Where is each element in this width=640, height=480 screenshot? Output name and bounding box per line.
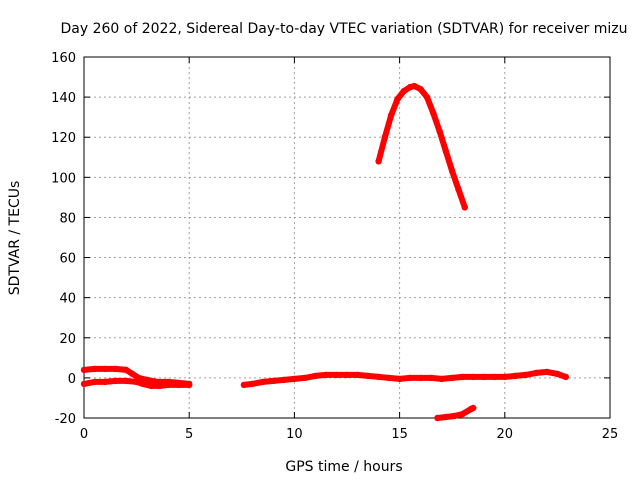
data-point — [470, 404, 477, 412]
data-point — [543, 368, 551, 376]
data-point — [122, 366, 130, 374]
data-point — [459, 373, 466, 381]
data-point — [423, 93, 431, 101]
data-point — [461, 204, 468, 211]
data-point — [434, 414, 441, 422]
data-point — [375, 158, 382, 165]
data-point — [400, 87, 407, 95]
data-point — [312, 372, 319, 380]
data-point — [396, 375, 403, 383]
tick-layer: 0 5 10 15 20 25 -20 0 20 40 60 80 100 120 140 160 — [51, 51, 618, 442]
data-point — [491, 373, 498, 381]
y-tick-label: 100 — [51, 171, 76, 186]
data-point — [322, 371, 330, 379]
data-point — [459, 410, 466, 418]
data-point — [280, 376, 288, 384]
data-point — [381, 134, 389, 141]
data-point — [354, 371, 361, 379]
data-point — [249, 380, 256, 388]
data-point — [449, 168, 456, 175]
data-point — [451, 412, 458, 420]
data-point — [522, 371, 529, 379]
series-layer — [80, 82, 569, 422]
data-point — [240, 381, 248, 389]
y-tick-label: 120 — [51, 131, 76, 146]
data-point — [259, 378, 266, 386]
data-point — [406, 374, 414, 382]
data-point — [122, 377, 130, 385]
data-point — [533, 369, 540, 377]
data-point — [436, 128, 443, 135]
data-point — [175, 381, 182, 389]
data-point — [417, 374, 424, 382]
data-point — [91, 365, 98, 373]
data-point — [480, 373, 487, 381]
y-tick-label: 40 — [59, 292, 76, 307]
data-point — [80, 366, 88, 374]
y-tick-label: 160 — [51, 51, 76, 66]
data-point — [333, 371, 340, 379]
data-point — [394, 95, 401, 103]
data-point — [101, 378, 109, 386]
x-tick-label: 10 — [286, 427, 303, 442]
data-point — [165, 381, 172, 389]
data-point — [449, 374, 456, 382]
data-point — [417, 85, 424, 93]
y-tick-label: 20 — [59, 332, 76, 347]
x-tick-label: 5 — [185, 427, 193, 442]
y-tick-label: 140 — [51, 91, 76, 106]
x-tick-label: 15 — [391, 427, 408, 442]
chart-title: Day 260 of 2022, Sidereal Day-to-day VTE… — [61, 21, 628, 37]
data-point — [101, 365, 109, 373]
data-point — [470, 373, 477, 381]
data-point — [112, 377, 119, 385]
data-point — [501, 373, 508, 381]
data-point — [80, 380, 88, 388]
series-segment-4 — [375, 83, 468, 211]
data-point — [411, 82, 418, 90]
data-point — [91, 378, 98, 386]
data-point — [430, 110, 437, 117]
data-point — [428, 374, 435, 382]
data-point — [385, 374, 393, 382]
x-tick-label: 25 — [602, 427, 619, 442]
data-point — [270, 377, 277, 385]
data-point — [375, 373, 382, 381]
data-point — [554, 370, 561, 378]
data-point — [129, 370, 136, 378]
data-point — [512, 372, 519, 380]
data-point — [148, 382, 155, 390]
data-point — [562, 373, 569, 381]
data-point — [455, 186, 462, 193]
x-axis-label: GPS time / hours — [285, 459, 402, 475]
plot-frame — [83, 56, 611, 419]
x-tick-label: 20 — [497, 427, 514, 442]
data-point — [364, 372, 372, 380]
y-tick-label: 60 — [59, 252, 76, 267]
data-point — [301, 374, 309, 382]
y-tick-label: 80 — [59, 211, 76, 226]
data-point — [186, 381, 193, 389]
data-point — [291, 375, 298, 383]
data-point — [343, 371, 351, 379]
data-point — [156, 382, 163, 390]
y-axis-label: SDTVAR / TECUs — [7, 181, 23, 296]
grid-layer — [84, 57, 610, 418]
data-point — [388, 112, 395, 119]
data-point — [442, 148, 450, 155]
data-point — [442, 413, 450, 421]
y-tick-label: 0 — [68, 372, 76, 387]
data-point — [133, 378, 140, 386]
data-point — [139, 380, 147, 388]
x-tick-label: 0 — [80, 427, 88, 442]
data-point — [438, 375, 445, 383]
y-tick-label: -20 — [55, 412, 76, 427]
data-point — [112, 365, 119, 373]
